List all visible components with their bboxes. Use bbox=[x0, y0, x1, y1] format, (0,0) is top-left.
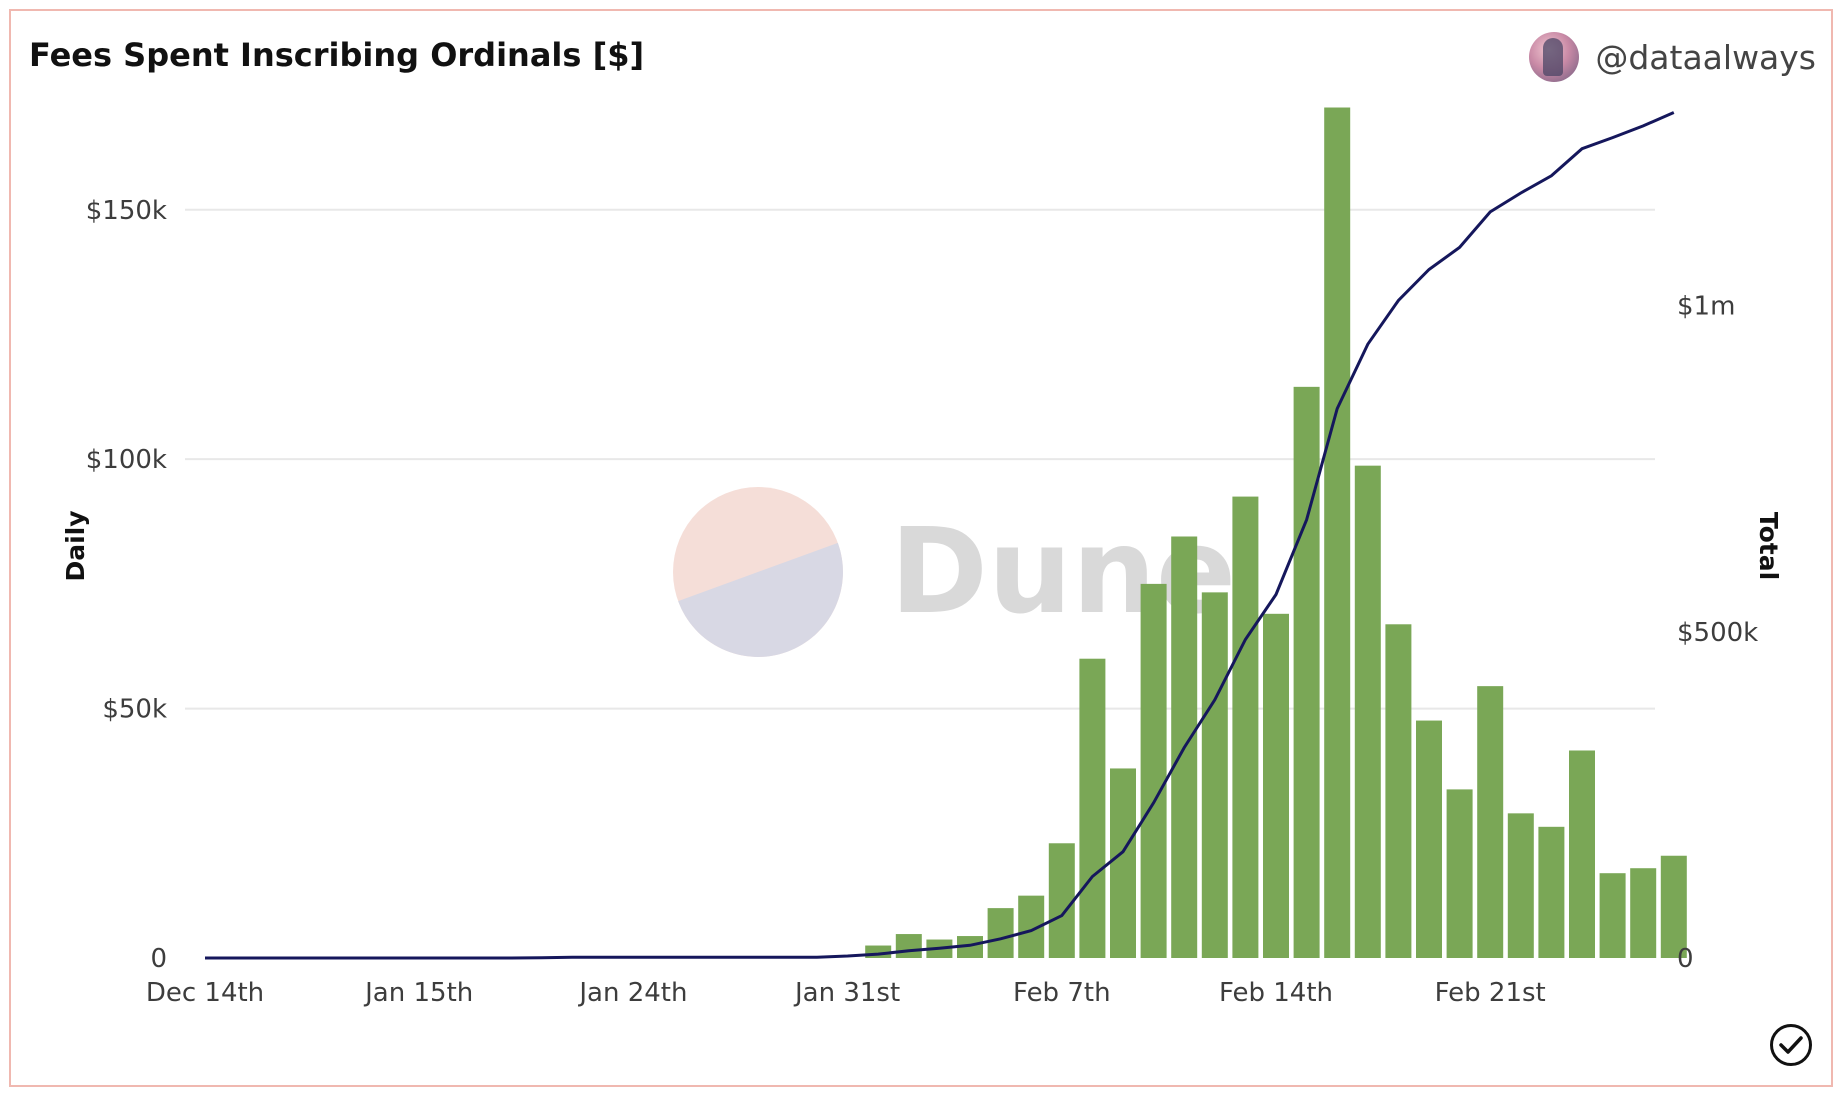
daily-bar bbox=[1538, 826, 1565, 958]
daily-bar bbox=[1201, 592, 1228, 958]
daily-bar bbox=[1354, 465, 1381, 958]
author-avatar[interactable] bbox=[1529, 32, 1580, 82]
right-tick-label: 0 bbox=[1677, 944, 1694, 974]
daily-bar bbox=[1324, 107, 1351, 959]
left-tick-label: 0 bbox=[150, 944, 167, 974]
x-tick-label: Feb 14th bbox=[1219, 978, 1333, 1008]
daily-bar bbox=[1569, 750, 1595, 958]
x-tick-label: Jan 24th bbox=[577, 978, 687, 1008]
right-tick-label: $500k bbox=[1677, 618, 1758, 648]
x-axis-ticks: Dec 14th Jan 15th Jan 24th Jan 31st Feb 7th F… bbox=[146, 978, 1546, 1008]
author-badge[interactable]: @dataalways bbox=[1529, 32, 1816, 82]
daily-bar bbox=[1263, 613, 1289, 958]
right-axis-ticks: 0 $500k $1m bbox=[1677, 292, 1758, 974]
chart-title: Fees Spent Inscribing Ordinals [$] bbox=[29, 36, 645, 74]
daily-bar bbox=[1079, 658, 1106, 958]
left-axis-title: Daily bbox=[61, 510, 90, 581]
daily-bar bbox=[1385, 624, 1412, 958]
daily-bar bbox=[1507, 813, 1534, 958]
daily-bar bbox=[1140, 583, 1167, 958]
check-circle-icon[interactable] bbox=[1770, 1024, 1812, 1066]
left-tick-label: $150k bbox=[86, 196, 167, 226]
daily-bar bbox=[1446, 789, 1473, 958]
daily-bar bbox=[1232, 496, 1259, 958]
right-axis-title: Total bbox=[1754, 512, 1783, 580]
daily-bar bbox=[1599, 873, 1626, 958]
daily-bars bbox=[865, 107, 1687, 959]
total-line bbox=[205, 111, 1675, 960]
watermark-logo-lower-half bbox=[678, 542, 843, 657]
daily-bar bbox=[987, 908, 1014, 958]
x-tick-label: Jan 15th bbox=[363, 978, 473, 1008]
left-tick-label: $50k bbox=[102, 695, 167, 725]
x-tick-label: Feb 7th bbox=[1013, 978, 1111, 1008]
author-handle[interactable]: @dataalways bbox=[1595, 37, 1816, 77]
x-tick-label: Dec 14th bbox=[146, 978, 264, 1008]
left-axis-ticks: 0 $50k $100k $150k bbox=[86, 196, 167, 974]
x-tick-label: Feb 21st bbox=[1435, 978, 1546, 1008]
daily-bar bbox=[1630, 868, 1657, 958]
daily-bar bbox=[895, 934, 922, 958]
left-tick-label: $100k bbox=[86, 445, 167, 475]
daily-bar bbox=[1293, 386, 1320, 958]
daily-bar bbox=[1416, 720, 1442, 958]
right-tick-label: $1m bbox=[1677, 292, 1735, 322]
daily-bar bbox=[1048, 843, 1075, 958]
daily-bar bbox=[1477, 686, 1504, 958]
daily-bar bbox=[1110, 768, 1136, 958]
daily-bar bbox=[957, 936, 983, 958]
x-tick-label: Jan 31st bbox=[793, 978, 900, 1008]
daily-bar bbox=[1660, 855, 1687, 958]
